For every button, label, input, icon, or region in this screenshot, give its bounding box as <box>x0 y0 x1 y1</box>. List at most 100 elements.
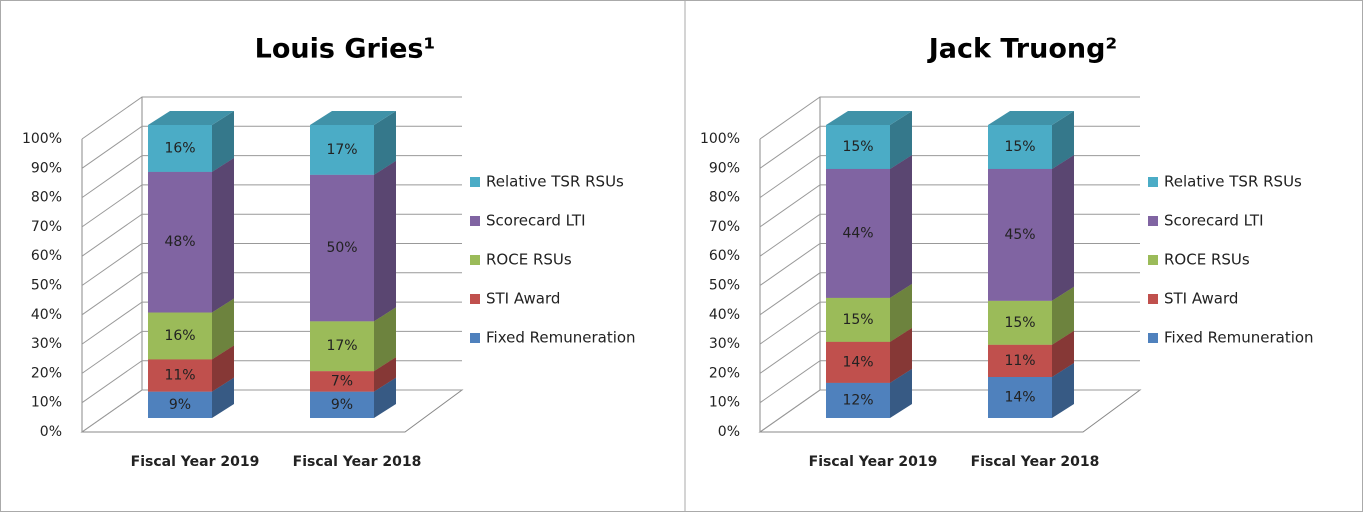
bar <box>826 125 890 169</box>
bar <box>310 371 374 392</box>
legend-label: Scorecard LTI <box>1164 212 1264 230</box>
bar <box>310 174 374 322</box>
value-label: 14% <box>842 354 873 370</box>
bar <box>148 312 212 360</box>
y-tick-label: 70% <box>31 219 62 235</box>
legend-label: Scorecard LTI <box>486 212 586 230</box>
value-label: 44% <box>842 225 873 241</box>
bar <box>988 344 1052 377</box>
y-tick-label: 50% <box>709 278 740 294</box>
value-label: 17% <box>326 338 357 354</box>
y-tick-label: 100% <box>700 131 740 147</box>
grid-line <box>81 96 462 140</box>
grid-line <box>759 96 1140 140</box>
value-label: 9% <box>331 397 353 413</box>
bar-side <box>374 111 396 175</box>
value-label: 12% <box>842 392 873 408</box>
bar-side <box>374 357 396 392</box>
legend-label: Relative TSR RSUs <box>486 173 624 191</box>
bar-side <box>1052 330 1074 377</box>
value-label: 7% <box>331 373 353 389</box>
bar-side <box>212 345 234 392</box>
chart-title: Louis Gries¹ <box>255 34 436 65</box>
bar-side <box>212 298 234 360</box>
legend-swatch <box>1148 255 1158 265</box>
value-label: 15% <box>842 139 873 155</box>
bar-side <box>1052 154 1074 301</box>
value-label: 15% <box>1004 315 1035 331</box>
bar-side <box>212 111 234 172</box>
bar <box>310 321 374 372</box>
legend-label: ROCE RSUs <box>486 251 572 269</box>
bar-side <box>1052 362 1074 418</box>
bar-side <box>890 154 912 298</box>
value-label: 15% <box>842 312 873 328</box>
value-label: 11% <box>1004 353 1035 369</box>
bar <box>988 168 1052 301</box>
y-tick-label: 70% <box>709 219 740 235</box>
bar-side <box>374 377 396 418</box>
bar-side <box>890 368 912 418</box>
value-label: 11% <box>164 368 195 384</box>
bar-top <box>988 111 1074 125</box>
bar <box>148 359 212 392</box>
value-label: 45% <box>1004 227 1035 243</box>
bar-top <box>310 111 396 125</box>
y-tick-label: 30% <box>709 336 740 352</box>
legend-label: STI Award <box>486 290 560 308</box>
y-tick-label: 40% <box>31 307 62 323</box>
bar-side <box>1052 111 1074 169</box>
legend-swatch <box>470 294 480 304</box>
y-tick-label: 10% <box>709 395 740 411</box>
value-label: 50% <box>326 240 357 256</box>
x-tick-label: Fiscal Year 2019 <box>809 454 938 470</box>
y-tick-label: 0% <box>40 424 62 440</box>
y-tick-label: 90% <box>31 160 62 176</box>
legend-swatch <box>470 255 480 265</box>
x-tick-label: Fiscal Year 2018 <box>293 454 422 470</box>
bar-side <box>374 160 396 322</box>
y-tick-label: 30% <box>31 336 62 352</box>
value-label: 14% <box>1004 389 1035 405</box>
value-label: 16% <box>164 140 195 156</box>
legend-swatch <box>1148 333 1158 343</box>
bar <box>988 125 1052 169</box>
y-tick-label: 20% <box>31 365 62 381</box>
y-tick-label: 80% <box>709 190 740 206</box>
bar <box>148 391 212 418</box>
bar <box>826 297 890 342</box>
bar <box>988 376 1052 418</box>
y-tick-label: 80% <box>31 190 62 206</box>
bar-side <box>1052 286 1074 345</box>
legend-swatch <box>470 333 480 343</box>
value-label: 9% <box>169 397 191 413</box>
bar-side <box>890 327 912 383</box>
bar <box>826 382 890 418</box>
legend-label: STI Award <box>1164 290 1238 308</box>
chart-title: Jack Truong² <box>927 34 1118 65</box>
bar-side <box>212 157 234 313</box>
legend-label: Relative TSR RSUs <box>1164 173 1302 191</box>
bar-side <box>890 283 912 342</box>
legend-swatch <box>1148 216 1158 226</box>
y-tick-label: 90% <box>709 160 740 176</box>
y-tick-label: 100% <box>22 131 62 147</box>
y-tick-label: 40% <box>709 307 740 323</box>
bar-top <box>148 111 234 125</box>
bar-side <box>374 307 396 372</box>
value-label: 48% <box>164 234 195 250</box>
bar <box>826 168 890 298</box>
bar-side <box>890 111 912 169</box>
bar <box>148 171 212 313</box>
legend-swatch <box>470 177 480 187</box>
y-tick-label: 60% <box>31 248 62 264</box>
y-tick-label: 60% <box>709 248 740 264</box>
y-tick-label: 20% <box>709 365 740 381</box>
legend-label: Fixed Remuneration <box>1164 329 1314 347</box>
legend-label: ROCE RSUs <box>1164 251 1250 269</box>
legend-swatch <box>470 216 480 226</box>
legend-swatch <box>1148 294 1158 304</box>
y-tick-label: 50% <box>31 278 62 294</box>
bar-side <box>212 377 234 418</box>
